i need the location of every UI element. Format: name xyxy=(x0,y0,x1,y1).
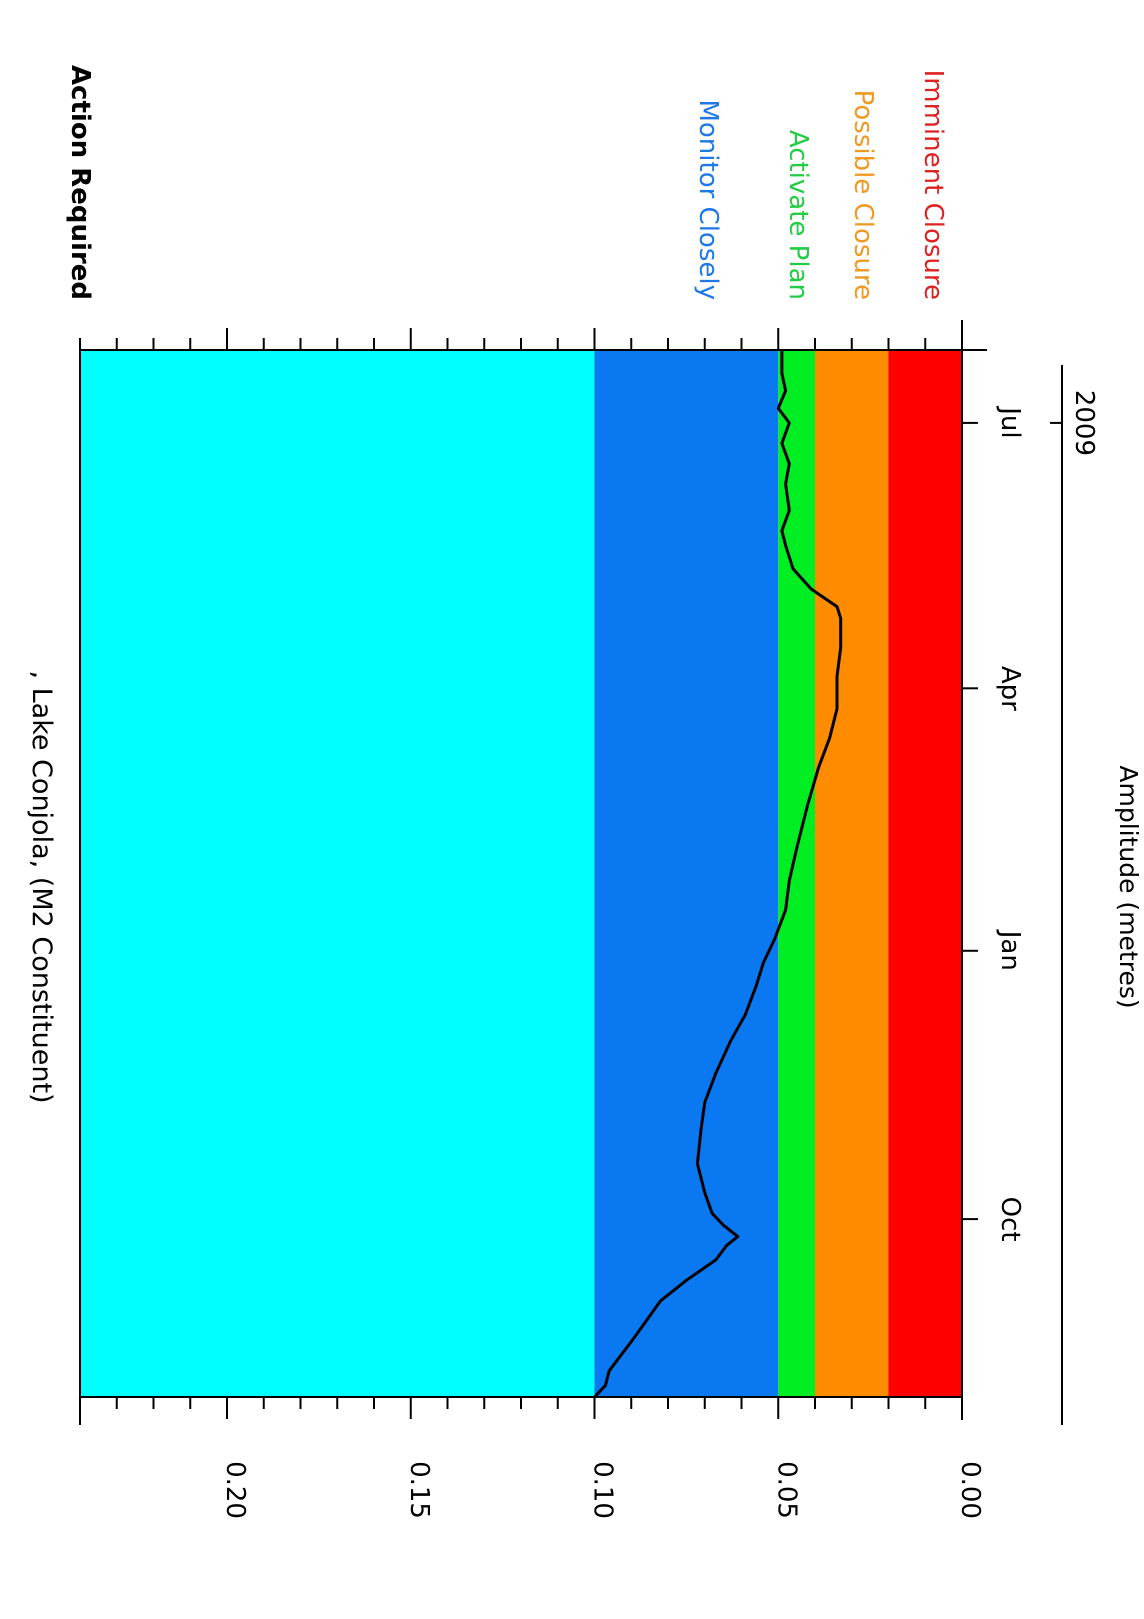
year-label: 2009 xyxy=(1069,390,1099,456)
x-tick-label: Apr xyxy=(995,666,1025,711)
y-tick-label: 0.15 xyxy=(404,1461,434,1519)
band-1 xyxy=(594,350,779,1397)
y-axis-label: Amplitude (metres) xyxy=(1114,765,1143,1008)
band-4 xyxy=(888,350,962,1397)
band-2 xyxy=(778,350,815,1397)
y-tick-label: 0.10 xyxy=(588,1461,618,1519)
labels: , Lake Conjola, (M2 Constituent) Amplitu… xyxy=(26,65,1143,1519)
x-tick-label: Jul xyxy=(995,405,1025,438)
x-tick-label: Jan xyxy=(995,929,1025,971)
legend-title: Action Required xyxy=(65,65,95,300)
chart-title: , Lake Conjola, (M2 Constituent) xyxy=(26,670,57,1103)
legend-item-2: Activate Plan xyxy=(783,130,813,300)
legend-item-4: Imminent Closure xyxy=(918,70,948,300)
y-tick-label: 0.20 xyxy=(220,1461,250,1519)
legend-item-1: Monitor Closely xyxy=(693,99,723,300)
legend-item-3: Possible Closure xyxy=(848,90,878,300)
y-tick-label: 0.00 xyxy=(955,1461,985,1519)
series-line-0 xyxy=(593,350,843,1399)
axes xyxy=(79,349,1063,1425)
plot-area xyxy=(80,350,962,1399)
x-tick-label: Oct xyxy=(995,1197,1025,1242)
band-3 xyxy=(815,350,889,1397)
y-tick-label: 0.05 xyxy=(771,1461,801,1519)
band-0 xyxy=(80,350,595,1397)
tick-marks xyxy=(79,320,1062,1420)
